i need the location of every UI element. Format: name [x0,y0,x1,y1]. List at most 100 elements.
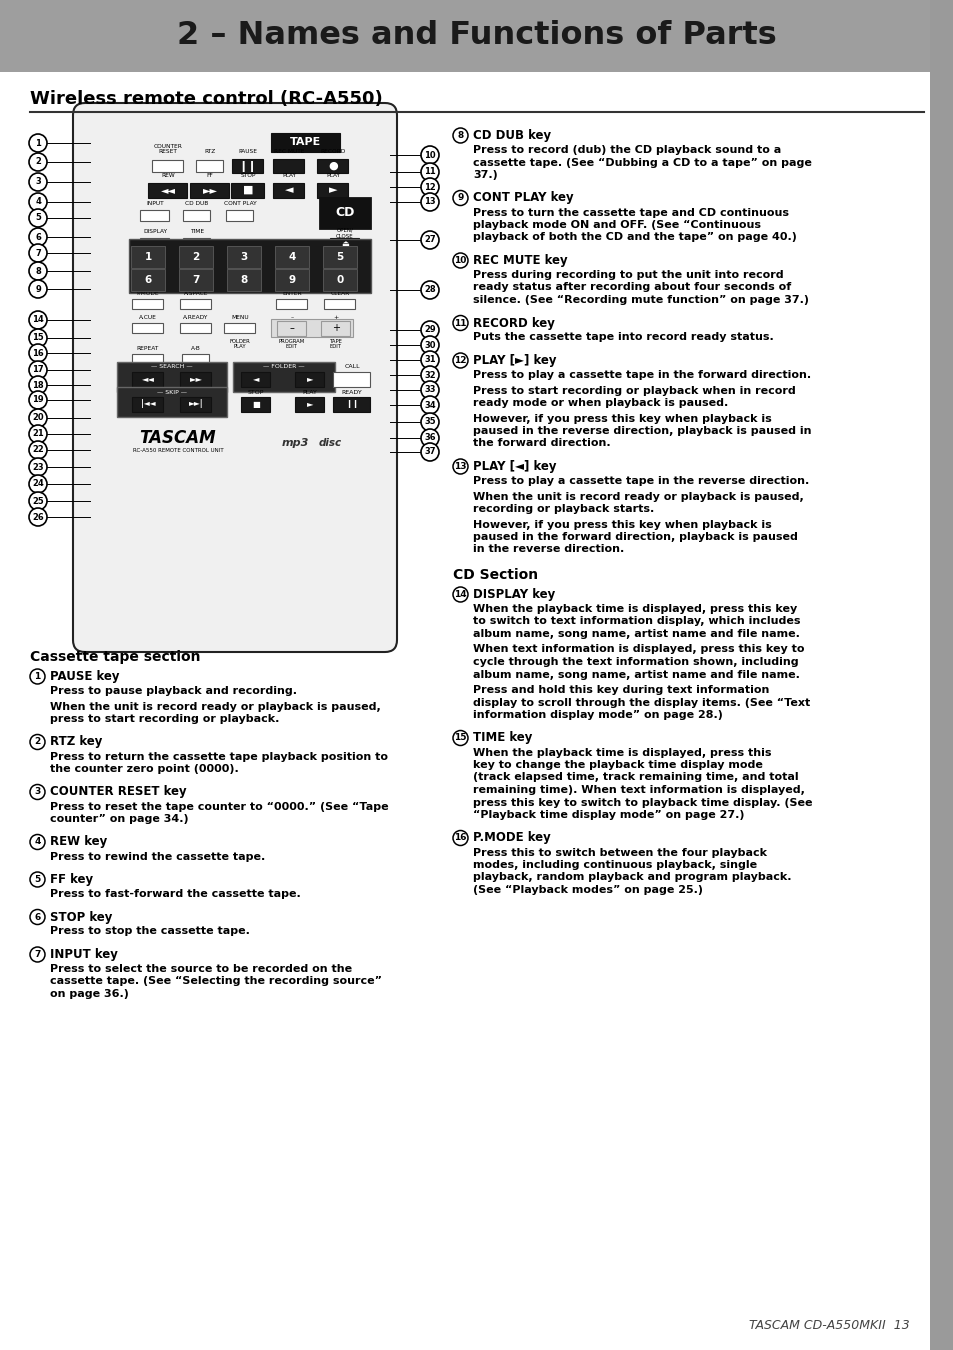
Circle shape [453,352,468,369]
FancyBboxPatch shape [323,246,356,269]
Text: 1: 1 [144,252,152,262]
Text: recording or playback starts.: recording or playback starts. [473,504,654,514]
Circle shape [29,209,47,227]
Text: playback of both the CD and the tape” on page 40.): playback of both the CD and the tape” on… [473,232,796,243]
Text: TASCAM: TASCAM [139,429,216,447]
Text: 8: 8 [456,131,463,140]
Text: Cassette tape section: Cassette tape section [30,649,200,664]
Text: 9: 9 [35,285,41,293]
Text: Press and hold this key during text information: Press and hold this key during text info… [473,684,768,695]
Text: playback mode ON and OFF. (See “Continuous: playback mode ON and OFF. (See “Continuo… [473,220,760,230]
Text: REPEAT: REPEAT [136,346,159,351]
Circle shape [30,872,45,887]
Text: FF key: FF key [50,873,93,886]
Text: 9: 9 [288,275,295,285]
Text: 34: 34 [424,401,436,409]
Circle shape [420,193,438,211]
Text: COUNTER
RESET: COUNTER RESET [153,143,182,154]
Text: 18: 18 [32,381,44,390]
Text: ►►: ►► [202,185,217,194]
FancyBboxPatch shape [317,159,348,173]
FancyBboxPatch shape [334,371,370,386]
Bar [929,0,953,1350]
Text: playback, random playback and program playback.: playback, random playback and program pl… [473,872,791,883]
Text: 0: 0 [336,275,343,285]
Text: REC MUTE key: REC MUTE key [473,254,567,267]
FancyBboxPatch shape [132,371,163,386]
Text: 37.): 37.) [473,170,497,180]
Text: press to start recording or playback.: press to start recording or playback. [50,714,279,724]
Circle shape [420,413,438,431]
Text: TASCAM CD-A550MKII  13: TASCAM CD-A550MKII 13 [748,1319,909,1332]
Text: RTZ key: RTZ key [50,736,102,748]
Text: album name, song name, artist name and file name.: album name, song name, artist name and f… [473,670,799,679]
FancyBboxPatch shape [196,161,223,171]
FancyBboxPatch shape [232,182,264,197]
Text: display to scroll through the display items. (See “Text: display to scroll through the display it… [473,698,809,707]
FancyBboxPatch shape [179,269,213,292]
FancyBboxPatch shape [295,371,324,386]
FancyBboxPatch shape [180,323,212,333]
Text: Press during recording to put the unit into record: Press during recording to put the unit i… [473,270,782,279]
Text: press this key to switch to playback time display. (See: press this key to switch to playback tim… [473,798,812,807]
Text: 3: 3 [34,787,41,796]
Text: 27: 27 [424,235,436,244]
Circle shape [453,190,468,205]
Circle shape [29,425,47,443]
Text: REW: REW [161,173,174,178]
Text: 12: 12 [424,182,436,192]
FancyBboxPatch shape [224,323,255,333]
Circle shape [420,351,438,369]
Text: 25: 25 [32,497,44,505]
Text: A.READY: A.READY [183,315,209,320]
Text: — SKIP —: — SKIP — [157,390,187,394]
Text: 6: 6 [35,232,41,242]
Text: Press to start recording or playback when in record: Press to start recording or playback whe… [473,386,795,396]
FancyBboxPatch shape [330,238,359,248]
FancyBboxPatch shape [73,103,396,652]
Text: 17: 17 [32,366,44,374]
Text: ready status after recording about four seconds of: ready status after recording about four … [473,282,790,293]
Circle shape [29,344,47,362]
Circle shape [420,281,438,298]
Text: TAPE: TAPE [290,136,321,147]
Circle shape [30,670,45,684]
Text: However, if you press this key when playback is: However, if you press this key when play… [473,413,771,424]
FancyBboxPatch shape [274,269,309,292]
Text: Press to return the cassette tape playback position to: Press to return the cassette tape playba… [50,752,388,761]
Text: key to change the playback time display mode: key to change the playback time display … [473,760,762,770]
Text: — FOLDER —: — FOLDER — [263,364,305,370]
Circle shape [420,443,438,460]
FancyBboxPatch shape [132,354,163,364]
Text: When the playback time is displayed, press this key: When the playback time is displayed, pre… [473,603,797,614]
FancyBboxPatch shape [183,209,211,220]
Text: OPEN/
CLOSE: OPEN/ CLOSE [335,228,354,239]
Text: 15: 15 [32,333,44,343]
Circle shape [29,458,47,477]
Text: ◄: ◄ [253,374,259,383]
FancyBboxPatch shape [183,238,211,248]
Text: RECORD key: RECORD key [473,316,555,329]
Text: P.MODE key: P.MODE key [473,832,550,845]
Circle shape [29,508,47,526]
Text: PLAY: PLAY [282,173,295,178]
Text: A-B: A-B [191,346,201,351]
Text: ◄◄: ◄◄ [160,185,175,194]
Text: 28: 28 [424,285,436,294]
Text: 6: 6 [34,913,41,922]
Text: 10: 10 [424,150,436,159]
Text: CLEAR: CLEAR [330,292,349,296]
Text: Press to fast-forward the cassette tape.: Press to fast-forward the cassette tape. [50,890,300,899]
Text: 5: 5 [34,875,41,884]
Circle shape [29,193,47,211]
Text: mp3: mp3 [281,437,309,448]
Text: –: – [290,323,294,333]
Text: 35: 35 [424,417,436,427]
Circle shape [29,491,47,510]
FancyBboxPatch shape [271,319,353,338]
Text: CONT PLAY key: CONT PLAY key [473,192,573,204]
Text: Press to rewind the cassette tape.: Press to rewind the cassette tape. [50,852,265,861]
Text: 4: 4 [35,197,41,207]
Text: ◄◄: ◄◄ [141,374,154,383]
Text: ■: ■ [242,185,253,194]
